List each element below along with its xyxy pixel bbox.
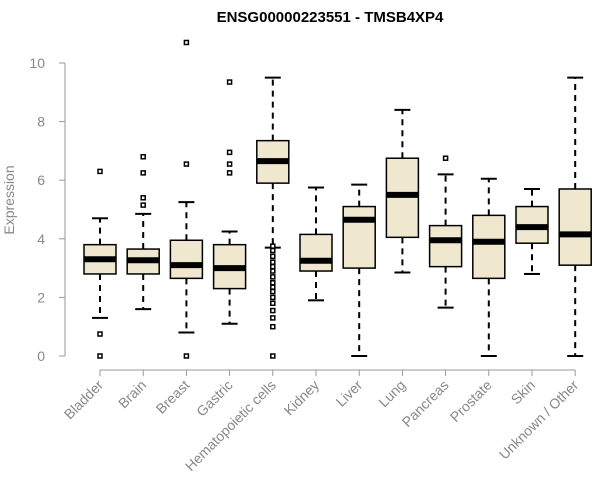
outlier-point xyxy=(270,323,276,330)
outlier-point xyxy=(270,284,276,290)
outlier-point xyxy=(97,168,103,175)
x-tick-label: Breast xyxy=(153,377,193,417)
chart-title: ENSG00000223551 - TMSB4XP4 xyxy=(217,9,444,26)
outlier-point xyxy=(226,79,233,85)
iqr-box xyxy=(428,224,463,268)
iqr-box xyxy=(299,233,333,272)
box-group-1 xyxy=(126,154,160,311)
box-group-11 xyxy=(558,76,592,357)
box-group-2 xyxy=(169,39,204,359)
outlier-point xyxy=(270,307,276,314)
outlier-point xyxy=(270,300,276,307)
outlier-point xyxy=(226,161,233,167)
iqr-box xyxy=(472,214,506,280)
outlier-point xyxy=(270,259,276,265)
outlier-point xyxy=(226,170,233,176)
outlier-point xyxy=(97,331,103,337)
x-tick-label: Gastric xyxy=(193,377,236,420)
x-tick-label: Bladder xyxy=(61,377,107,423)
box-group-0 xyxy=(83,168,117,359)
box-group-4 xyxy=(256,76,290,359)
outlier-point xyxy=(183,353,190,359)
outlier-point xyxy=(140,202,146,208)
x-tick-label: Liver xyxy=(333,377,366,410)
outlier-point xyxy=(270,247,276,254)
outlier-point xyxy=(183,161,190,167)
outlier-point xyxy=(140,154,146,160)
box-group-10 xyxy=(515,187,549,275)
box-group-7 xyxy=(385,108,420,274)
outlier-point xyxy=(140,170,146,176)
x-tick-label: Skin xyxy=(508,377,539,408)
x-tick-label: Kidney xyxy=(281,377,323,419)
outlier-point xyxy=(226,149,233,156)
y-axis: 0 2 4 6 8 10 xyxy=(29,55,66,364)
outlier-point xyxy=(270,253,276,260)
y-tick-label: 10 xyxy=(29,55,45,71)
outlier-point xyxy=(183,39,190,46)
outlier-point xyxy=(140,195,146,201)
outlier-point xyxy=(270,280,276,286)
x-tick-label: Unknown / Other xyxy=(496,377,582,463)
iqr-box xyxy=(342,205,376,269)
x-tick-label: Prostate xyxy=(447,377,495,425)
y-tick-label: 4 xyxy=(37,231,45,247)
outlier-point xyxy=(270,353,276,359)
box-group-6 xyxy=(342,183,376,357)
outlier-point xyxy=(270,268,276,274)
outlier-point xyxy=(270,315,276,321)
outlier-point xyxy=(270,243,276,249)
x-tick-label: Pancreas xyxy=(399,377,452,430)
box-group-9 xyxy=(472,177,506,357)
x-tick-label: Brain xyxy=(115,377,149,411)
iqr-box xyxy=(169,239,204,280)
y-tick-label: 2 xyxy=(37,289,45,305)
y-tick-label: 8 xyxy=(37,114,45,130)
x-tick-label: Lung xyxy=(375,377,408,410)
box-group-3 xyxy=(212,79,247,325)
outlier-point xyxy=(97,353,103,359)
box-group-8 xyxy=(428,155,463,309)
outlier-point xyxy=(270,288,276,295)
outlier-point xyxy=(442,155,449,161)
outlier-point xyxy=(270,263,276,270)
y-tick-label: 6 xyxy=(37,172,45,188)
iqr-box xyxy=(558,188,592,266)
outlier-point xyxy=(270,274,276,280)
box-group-5 xyxy=(299,186,333,302)
box-series xyxy=(83,39,592,359)
outlier-point xyxy=(270,294,276,301)
y-axis-label: Expression xyxy=(1,165,17,234)
y-tick-label: 0 xyxy=(37,348,45,364)
